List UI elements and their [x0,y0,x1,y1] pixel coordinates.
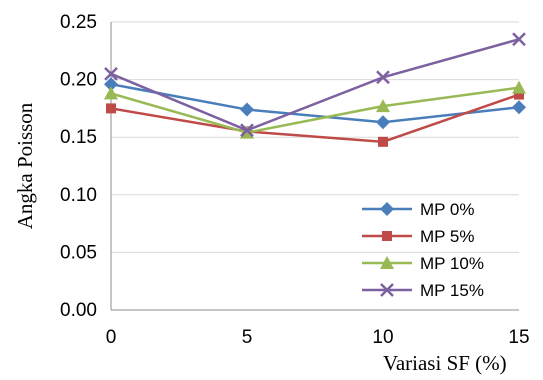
legend-entry: MP 5% [362,227,475,246]
legend-entry: MP 0% [362,200,475,219]
series-mp-10- [104,80,526,139]
data-point [514,89,524,100]
x-tick-label: 15 [508,327,529,348]
legend-label: MP 5% [420,227,475,246]
x-tick-label: 10 [372,327,393,348]
series-line [110,82,520,124]
data-point [512,32,526,47]
series-mp-15- [104,32,526,138]
y-tick-label: 0.00 [60,300,97,321]
series-line [110,86,520,134]
data-point [376,70,390,85]
legend-entry: MP 15% [362,281,484,300]
y-tick-label: 0.05 [60,242,97,263]
data-point [378,136,388,147]
x-tick-label: 5 [242,327,253,348]
legend-label: MP 0% [420,200,475,219]
y-tick-label: 0.15 [60,127,97,148]
y-tick-label: 0.10 [60,185,97,206]
axes [110,22,519,311]
data-point [512,100,526,115]
data-point [382,231,392,241]
series-group [104,32,526,147]
data-point [380,256,394,269]
series-line [110,38,520,132]
x-tick-label: 0 [106,327,117,348]
data-point [104,86,118,100]
y-tick-label: 0.20 [60,70,97,91]
series-mp-0- [104,77,526,130]
data-point [376,99,390,113]
legend: MP 0% MP 5% MP 10% MP 15% [362,200,484,300]
x-axis-label: Variasi SF (%) [383,351,507,375]
y-tick-label: 0.25 [60,12,97,33]
x-tick-labels: 0 5 10 15 [106,327,530,348]
y-axis-label: Angka Poisson [13,102,37,229]
data-point [380,202,394,216]
data-point [380,283,394,297]
data-point [106,103,116,114]
series-line [110,93,520,144]
data-point [104,66,118,81]
data-point [512,80,526,94]
data-point [240,123,254,138]
legend-label: MP 15% [420,281,484,300]
legend-label: MP 10% [420,254,484,273]
y-tick-labels: 0.00 0.05 0.10 0.15 0.20 0.25 [60,12,97,321]
legend-entry: MP 10% [362,254,484,273]
data-point [376,115,390,130]
data-point [104,77,118,92]
data-point [240,102,254,117]
